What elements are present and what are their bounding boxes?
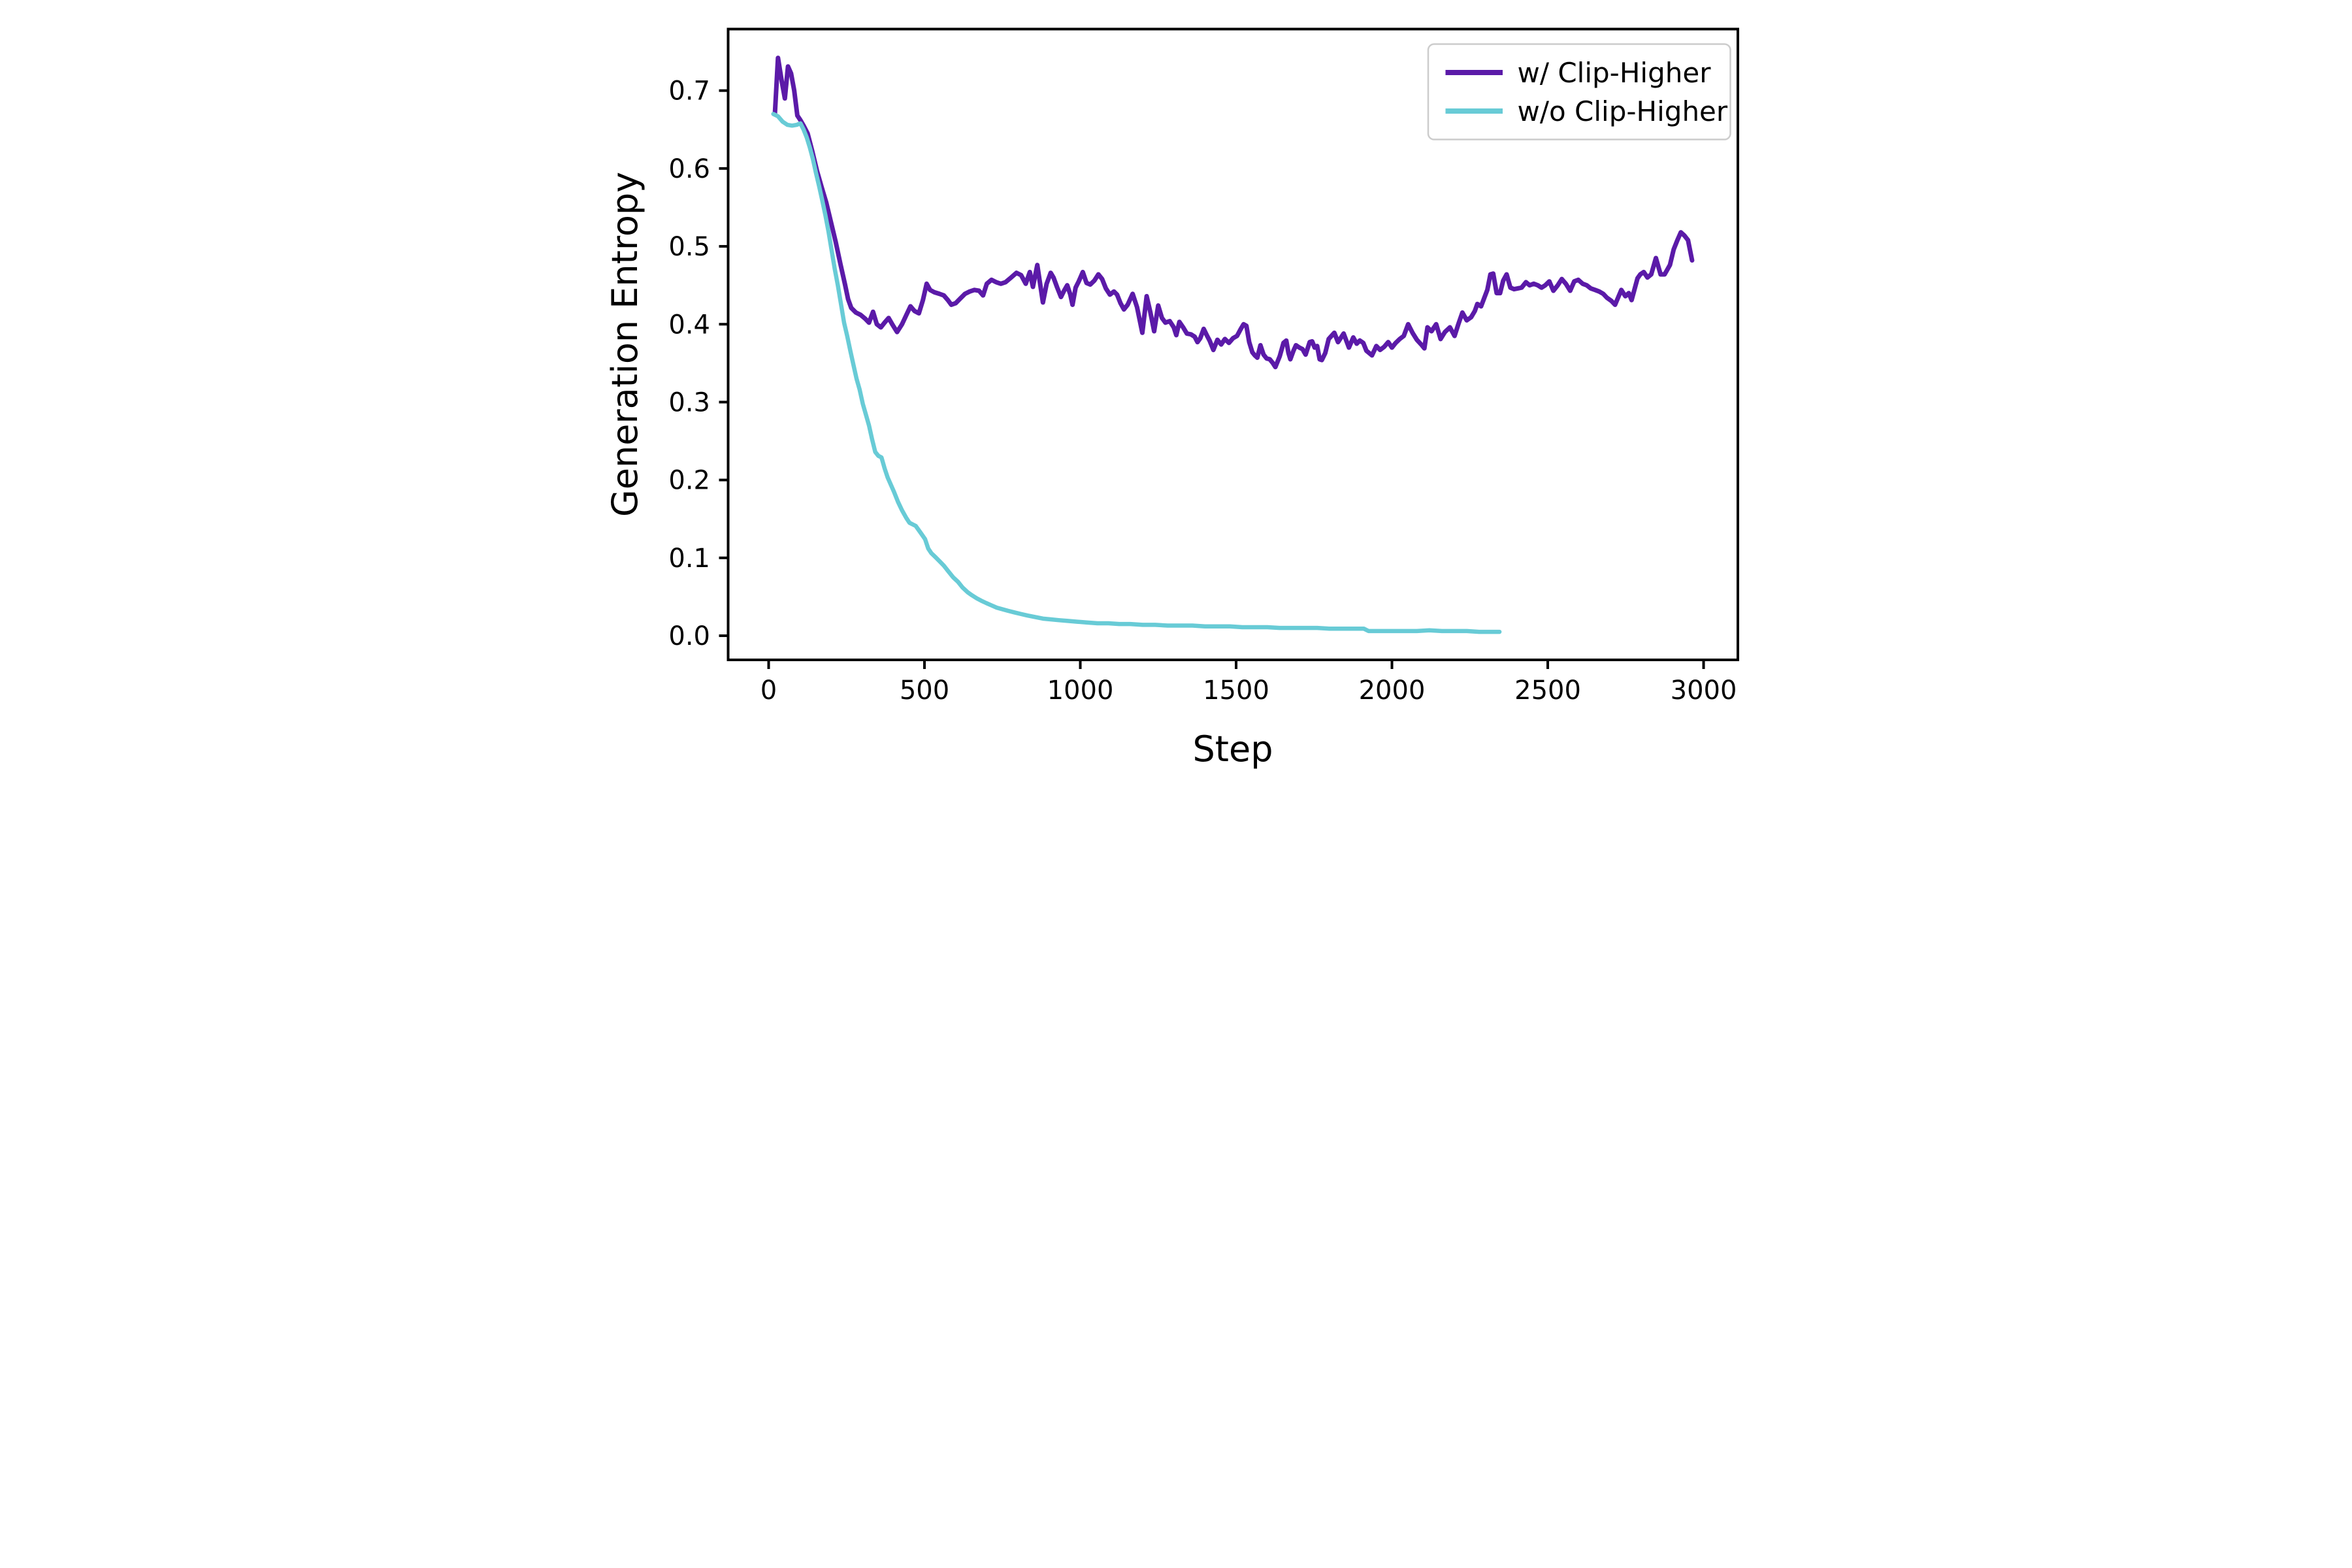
x-tick-label: 500 [900, 676, 949, 706]
x-tick-label: 2000 [1359, 676, 1426, 706]
x-tick-label: 2500 [1514, 676, 1581, 706]
legend-frame [1427, 43, 1731, 140]
series-line-w-clip-higher [772, 56, 1695, 370]
x-tick-label: 0 [760, 676, 777, 706]
y-tick-label: 0.3 [668, 387, 710, 417]
y-tick-label: 0.1 [668, 544, 710, 574]
x-axis-title: Step [1193, 728, 1273, 770]
y-axis-title: Generation Entropy [604, 172, 645, 517]
series-line-w-o-clip-higher [771, 112, 1502, 634]
legend: w/ Clip-Higher w/o Clip-Higher [1427, 43, 1731, 140]
series-lines [771, 56, 1695, 634]
x-tick-label: 1000 [1047, 676, 1114, 706]
x-tick-label: 1500 [1203, 676, 1269, 706]
figure-container: 0 500 1000 1500 2000 2500 3000 0.0 0.1 0.2 0.3 0.4… [588, 0, 1764, 784]
y-tick-label: 0.4 [668, 310, 710, 340]
y-tick-label: 0.0 [668, 621, 710, 651]
legend-label-with-clip-higher: w/ Clip-Higher [1518, 57, 1712, 89]
x-axis-ticks: 0 500 1000 1500 2000 2500 3000 [760, 660, 1737, 706]
entropy-line-chart: 0 500 1000 1500 2000 2500 3000 0.0 0.1 0.2 0.3 0.4… [588, 0, 1764, 784]
y-tick-label: 0.7 [668, 76, 710, 106]
y-axis-ticks: 0.0 0.1 0.2 0.3 0.4 0.5 0.6 0.7 [668, 76, 728, 651]
plot-spines [727, 27, 1739, 661]
y-tick-label: 0.5 [668, 232, 710, 262]
y-tick-label: 0.6 [668, 154, 710, 184]
legend-label-without-clip-higher: w/o Clip-Higher [1518, 95, 1728, 127]
x-tick-label: 3000 [1671, 676, 1737, 706]
y-tick-label: 0.2 [668, 466, 710, 496]
